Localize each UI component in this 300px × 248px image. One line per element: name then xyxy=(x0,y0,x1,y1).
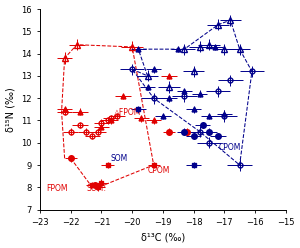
Text: FPOM: FPOM xyxy=(46,184,68,193)
Y-axis label: δ¹⁵N (‰): δ¹⁵N (‰) xyxy=(6,87,16,132)
Text: CPOM: CPOM xyxy=(218,143,241,152)
Text: △FPOM: △FPOM xyxy=(114,108,141,117)
Text: CPOM: CPOM xyxy=(148,166,170,175)
X-axis label: δ¹³C (‰): δ¹³C (‰) xyxy=(141,232,185,243)
Text: SOM: SOM xyxy=(111,154,128,163)
Text: SOM!: SOM! xyxy=(86,184,106,193)
